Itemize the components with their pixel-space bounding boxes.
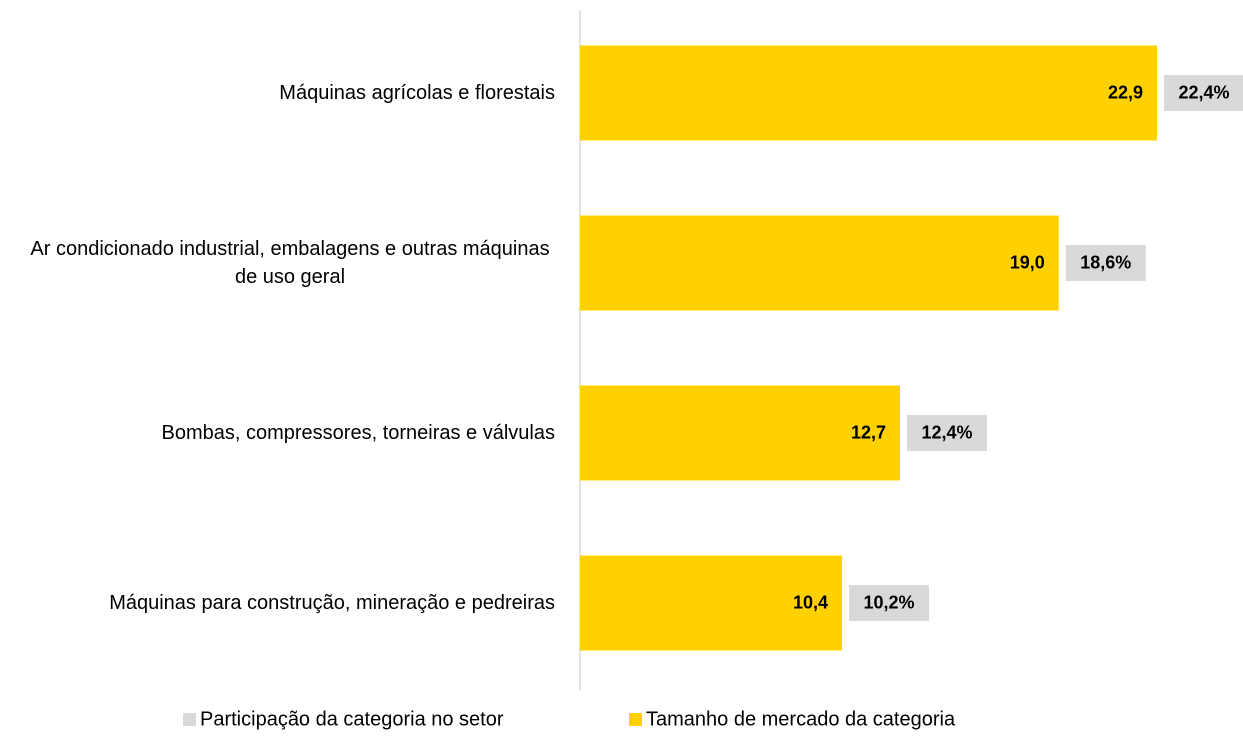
bar [580, 385, 900, 481]
legend-swatch [629, 713, 642, 726]
share-label: 12,4% [921, 422, 973, 443]
share-box [906, 415, 987, 451]
category-label: Máquinas para construção, mineração e pe… [109, 592, 555, 614]
share-box [1164, 75, 1243, 111]
value-label: 10,4 [793, 592, 829, 613]
value-label: 22,9 [1107, 82, 1143, 103]
value-label: 12,7 [850, 422, 886, 443]
share-label: 22,4% [1178, 82, 1230, 103]
bar [580, 555, 843, 651]
legend-label: Tamanho de mercado da categoria [646, 708, 956, 731]
category-label: Ar condicionado industrial, embalagens e… [30, 238, 550, 288]
category-label: Máquinas agrícolas e florestais [279, 82, 555, 104]
legend-swatch [183, 713, 196, 726]
share-box [849, 585, 930, 621]
bar [580, 45, 1157, 141]
category-label: Bombas, compressores, torneiras e válvul… [161, 422, 556, 444]
legend-label: Participação da categoria no setor [200, 708, 504, 731]
share-label: 18,6% [1080, 252, 1132, 273]
share-box [1065, 245, 1146, 281]
share-label: 10,2% [863, 592, 915, 613]
bar [580, 215, 1059, 311]
value-label: 19,0 [1009, 252, 1045, 273]
